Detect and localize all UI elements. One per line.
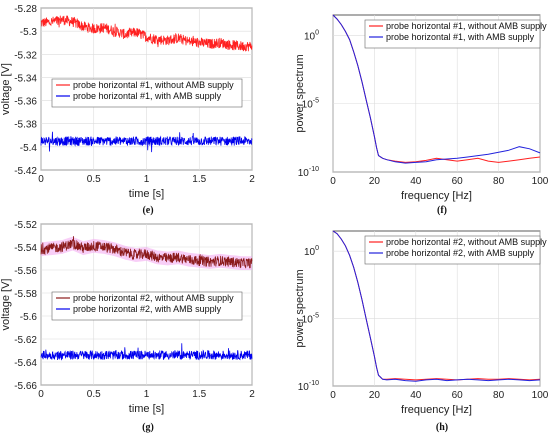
legend-box bbox=[364, 235, 541, 265]
x-tick-label: 1.5 bbox=[192, 174, 206, 185]
x-tick-label: 0 bbox=[330, 390, 336, 401]
x-tick-label: 0 bbox=[38, 174, 44, 185]
y-tick-label: -5.6 bbox=[20, 312, 38, 323]
panel-caption: (f) bbox=[437, 205, 447, 216]
x-tick-label: 40 bbox=[410, 390, 422, 401]
y-tick-label: -5.52 bbox=[14, 220, 37, 231]
series-g-1 bbox=[40, 343, 253, 361]
x-axis-label: frequency [Hz] bbox=[401, 404, 472, 416]
y-axis-label: voltage [V] bbox=[0, 63, 12, 115]
x-tick-label: 20 bbox=[369, 176, 381, 187]
signal-trace bbox=[40, 131, 253, 153]
x-axis-label: frequency [Hz] bbox=[401, 190, 472, 202]
y-tick-label: -5.34 bbox=[14, 73, 37, 84]
x-tick-label: 60 bbox=[452, 390, 464, 401]
y-tick-label: 10-10 bbox=[298, 380, 319, 393]
series-g-0 bbox=[40, 236, 253, 270]
panel-caption: (e) bbox=[142, 205, 153, 216]
series-e-1 bbox=[40, 131, 253, 153]
chart-panel-g: 0 0.5 1 1.5 2 -5.52 -5.54 -5.56 -5.58 -5.6 -5.62 -5… bbox=[0, 220, 255, 433]
signal-trace bbox=[40, 236, 253, 269]
x-tick-label: 0.5 bbox=[87, 389, 101, 400]
legend-box bbox=[51, 78, 243, 108]
y-tick-label: -5.66 bbox=[14, 381, 37, 392]
x-tick-label: 2 bbox=[249, 174, 255, 185]
series-f-1 bbox=[332, 14, 541, 164]
legend-box bbox=[364, 19, 541, 49]
panel-caption: (h) bbox=[436, 422, 448, 433]
x-tick-label: 2 bbox=[249, 389, 255, 400]
y-tick-label: -5.42 bbox=[14, 166, 37, 177]
x-tick-label: 60 bbox=[452, 176, 464, 187]
chart-panel-e: 0 0.5 1 1.5 2 -5.28 -5.3 -5.32 -5.34 -5.36 -5.38 -5… bbox=[0, 4, 255, 216]
legend-entry: probe horizontal #1, without AMB supply bbox=[73, 80, 234, 90]
spectrum-line bbox=[332, 230, 541, 382]
y-tick-label: 100 bbox=[304, 29, 319, 42]
legend-entry: probe horizontal #2, with AMB supply bbox=[386, 248, 535, 258]
y-tick-label: -5.36 bbox=[14, 97, 37, 108]
y-tick-label: 10-10 bbox=[298, 166, 319, 179]
y-axis-label: power spectrum bbox=[294, 54, 306, 132]
legend-entry: probe horizontal #1, with AMB supply bbox=[73, 91, 222, 101]
y-tick-label: -5.28 bbox=[14, 4, 37, 15]
signal-trace bbox=[40, 15, 253, 52]
x-tick-label: 1 bbox=[144, 174, 150, 185]
y-tick-label: -5.4 bbox=[20, 143, 38, 154]
x-axis-label: time [s] bbox=[129, 403, 164, 415]
legend-entry: probe horizontal #2, without AMB supply bbox=[386, 237, 547, 247]
y-axis-label: power spectrum bbox=[294, 269, 306, 347]
x-tick-label: 0.5 bbox=[87, 174, 101, 185]
x-tick-label: 20 bbox=[369, 390, 381, 401]
legend-entry: probe horizontal #1, with AMB supply bbox=[386, 32, 535, 42]
y-tick-label: -5.38 bbox=[14, 120, 37, 131]
x-tick-label: 0 bbox=[330, 176, 336, 187]
x-tick-label: 100 bbox=[532, 176, 549, 187]
x-tick-label: 0 bbox=[38, 389, 44, 400]
y-tick-label: 100 bbox=[304, 245, 319, 258]
y-axis-label: voltage [V] bbox=[0, 279, 12, 331]
x-tick-label: 100 bbox=[532, 390, 549, 401]
x-tick-label: 40 bbox=[410, 176, 422, 187]
spectrum-line bbox=[332, 14, 541, 164]
legend-box bbox=[51, 291, 243, 321]
series-h-1 bbox=[332, 230, 541, 382]
y-tick-label: -5.56 bbox=[14, 266, 37, 277]
signal-trace bbox=[40, 343, 253, 361]
legend-entry: probe horizontal #2, with AMB supply bbox=[73, 304, 222, 314]
x-tick-label: 80 bbox=[493, 176, 505, 187]
y-tick-label: -5.32 bbox=[14, 50, 37, 61]
panel-caption: (g) bbox=[142, 422, 154, 433]
x-tick-label: 80 bbox=[493, 390, 505, 401]
y-tick-label: -5.58 bbox=[14, 289, 37, 300]
x-tick-label: 1 bbox=[144, 389, 150, 400]
y-tick-label: -5.3 bbox=[20, 27, 38, 38]
y-tick-label: -5.64 bbox=[14, 358, 37, 369]
legend-entry: probe horizontal #2, without AMB supply bbox=[73, 293, 234, 303]
y-tick-label: -5.62 bbox=[14, 335, 37, 346]
x-tick-label: 1.5 bbox=[192, 389, 206, 400]
series-e-0 bbox=[40, 15, 253, 52]
legend-entry: probe horizontal #1, without AMB supply bbox=[386, 21, 547, 31]
x-axis-label: time [s] bbox=[129, 188, 164, 200]
y-tick-label: -5.54 bbox=[14, 243, 37, 254]
